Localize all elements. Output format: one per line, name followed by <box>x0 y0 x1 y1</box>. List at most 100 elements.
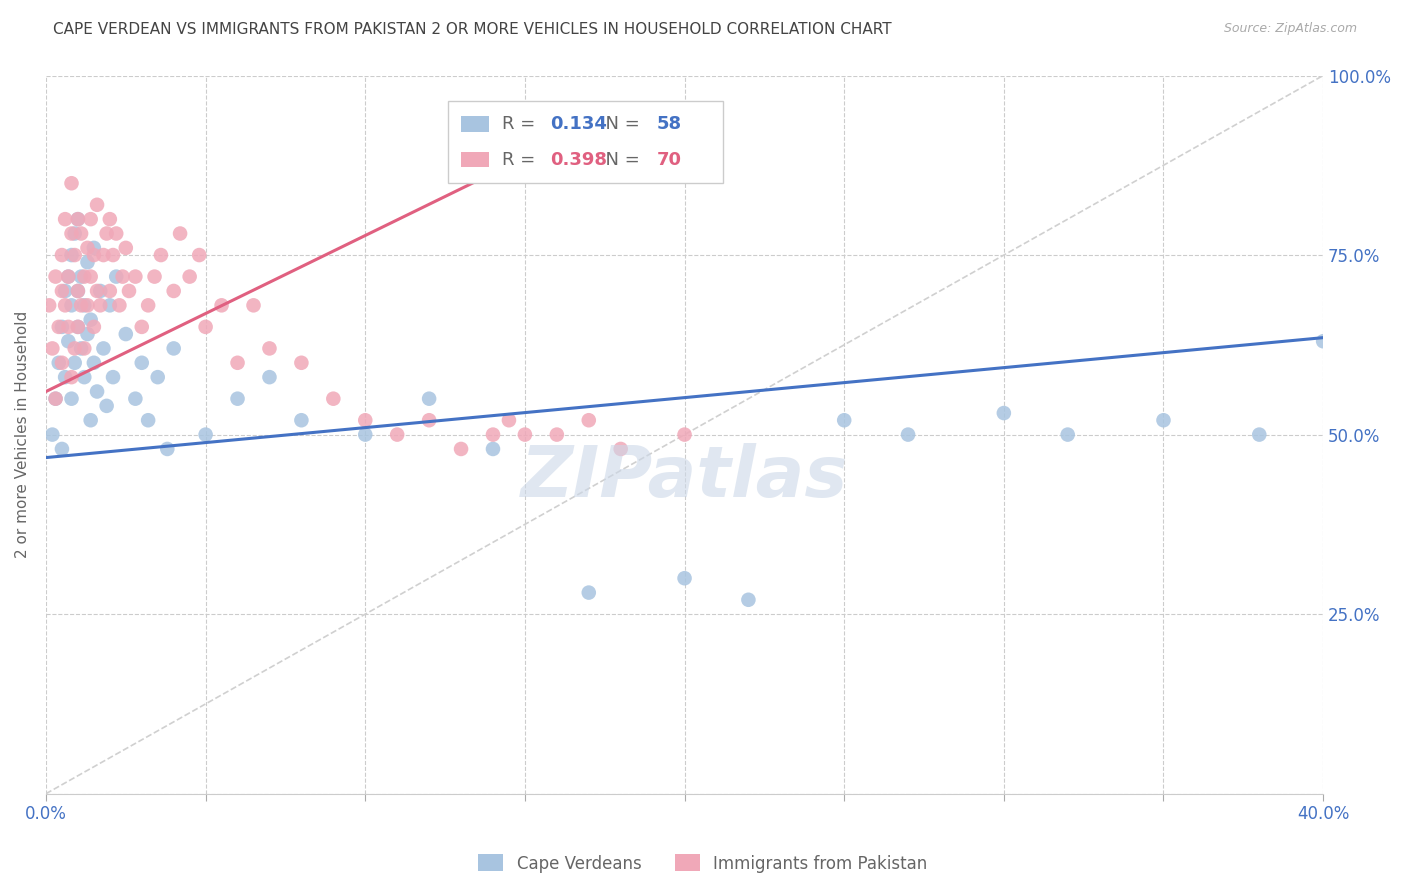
Point <box>51 442 73 456</box>
Point <box>609 442 631 456</box>
Text: 0.134: 0.134 <box>551 115 607 133</box>
Point <box>60 248 83 262</box>
FancyBboxPatch shape <box>449 101 723 183</box>
Point <box>354 427 377 442</box>
Point <box>673 571 696 585</box>
Point <box>60 370 83 384</box>
Point <box>450 442 472 456</box>
Point <box>79 212 101 227</box>
Point <box>1153 413 1175 427</box>
Point <box>53 284 76 298</box>
FancyBboxPatch shape <box>461 116 489 131</box>
Point <box>105 227 128 241</box>
Point <box>63 248 86 262</box>
Text: R =: R = <box>502 115 541 133</box>
Point <box>211 298 233 312</box>
Point <box>48 319 70 334</box>
Point <box>578 585 600 599</box>
Point <box>101 370 124 384</box>
Point <box>124 269 146 284</box>
Point <box>76 241 98 255</box>
Point <box>131 356 153 370</box>
Point <box>108 298 131 312</box>
Point <box>114 241 136 255</box>
Point <box>79 413 101 427</box>
Point <box>60 298 83 312</box>
Point <box>60 227 83 241</box>
Text: Source: ZipAtlas.com: Source: ZipAtlas.com <box>1223 22 1357 36</box>
Text: CAPE VERDEAN VS IMMIGRANTS FROM PAKISTAN 2 OR MORE VEHICLES IN HOUSEHOLD CORRELA: CAPE VERDEAN VS IMMIGRANTS FROM PAKISTAN… <box>53 22 891 37</box>
Y-axis label: 2 or more Vehicles in Household: 2 or more Vehicles in Household <box>15 311 30 558</box>
Point <box>86 198 108 212</box>
Point <box>70 227 93 241</box>
Point <box>48 356 70 370</box>
Point <box>58 269 80 284</box>
Point <box>93 248 115 262</box>
Point <box>143 269 166 284</box>
Point <box>63 227 86 241</box>
Point <box>83 248 105 262</box>
Point <box>354 413 377 427</box>
Point <box>188 248 211 262</box>
Point <box>131 319 153 334</box>
Point <box>83 241 105 255</box>
Point <box>51 356 73 370</box>
Point <box>53 298 76 312</box>
Point <box>1249 427 1271 442</box>
Text: 0.398: 0.398 <box>551 151 607 169</box>
Point <box>1056 427 1078 442</box>
Point <box>58 269 80 284</box>
Point <box>70 298 93 312</box>
Point <box>124 392 146 406</box>
Point <box>226 392 249 406</box>
Point <box>290 413 312 427</box>
Point <box>114 327 136 342</box>
Point <box>76 298 98 312</box>
Point <box>66 212 89 227</box>
Point <box>45 392 67 406</box>
Point <box>136 298 159 312</box>
Point <box>63 356 86 370</box>
Point <box>66 319 89 334</box>
Point <box>93 342 115 356</box>
Text: R =: R = <box>502 151 541 169</box>
Point <box>66 284 89 298</box>
Point <box>66 284 89 298</box>
Point <box>993 406 1015 420</box>
Point <box>58 319 80 334</box>
Point <box>179 269 201 284</box>
Point <box>98 212 121 227</box>
Point <box>89 298 111 312</box>
Point <box>76 255 98 269</box>
Point <box>73 298 96 312</box>
Point <box>76 327 98 342</box>
Point <box>66 319 89 334</box>
Point <box>86 384 108 399</box>
Point <box>1312 334 1334 349</box>
Point <box>578 413 600 427</box>
Point <box>83 356 105 370</box>
Point <box>53 370 76 384</box>
FancyBboxPatch shape <box>461 152 489 168</box>
Point <box>89 284 111 298</box>
Text: N =: N = <box>593 115 645 133</box>
Point <box>98 284 121 298</box>
Point <box>96 227 118 241</box>
Point <box>51 248 73 262</box>
Point <box>482 442 505 456</box>
Point <box>45 392 67 406</box>
Point <box>146 370 169 384</box>
Point <box>73 269 96 284</box>
Point <box>149 248 172 262</box>
Legend: Cape Verdeans, Immigrants from Pakistan: Cape Verdeans, Immigrants from Pakistan <box>472 847 934 880</box>
Point <box>163 284 186 298</box>
Point <box>226 356 249 370</box>
Point <box>242 298 264 312</box>
Point <box>194 427 217 442</box>
Point <box>58 334 80 349</box>
Point <box>66 212 89 227</box>
Point <box>194 319 217 334</box>
Text: N =: N = <box>593 151 645 169</box>
Text: 70: 70 <box>657 151 682 169</box>
Point <box>96 399 118 413</box>
